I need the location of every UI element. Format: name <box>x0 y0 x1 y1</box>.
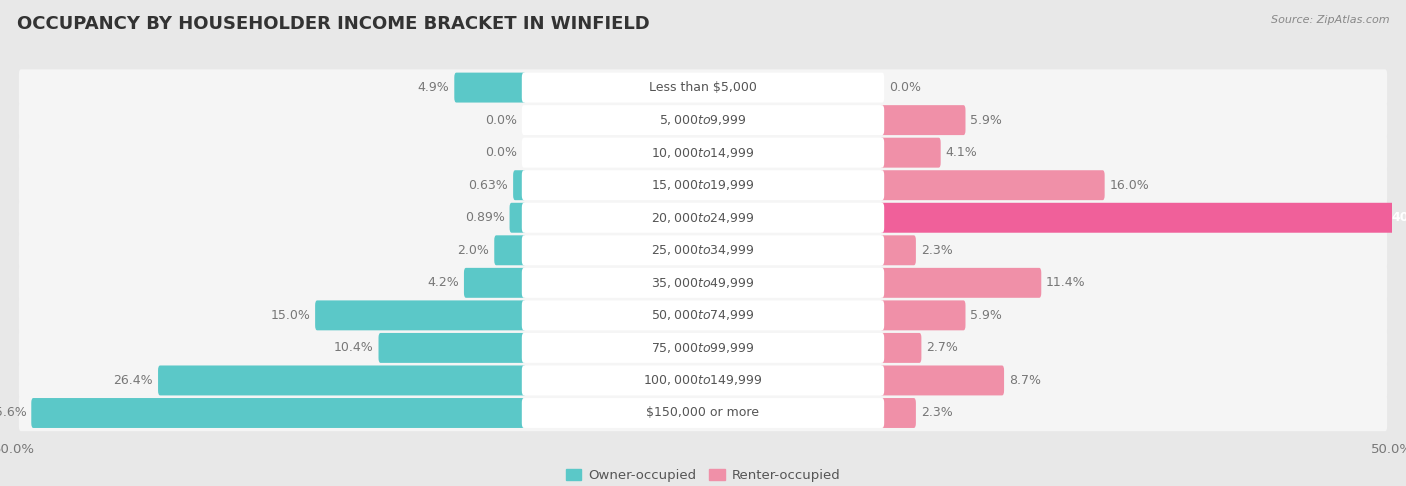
FancyBboxPatch shape <box>18 102 1388 139</box>
FancyBboxPatch shape <box>18 232 1388 268</box>
FancyBboxPatch shape <box>18 297 1388 333</box>
Text: $100,000 to $149,999: $100,000 to $149,999 <box>644 373 762 387</box>
FancyBboxPatch shape <box>880 105 966 135</box>
Text: $10,000 to $14,999: $10,000 to $14,999 <box>651 146 755 160</box>
FancyBboxPatch shape <box>18 362 1388 399</box>
Text: 0.63%: 0.63% <box>468 179 509 191</box>
Text: 0.0%: 0.0% <box>485 146 517 159</box>
FancyBboxPatch shape <box>880 398 915 428</box>
FancyBboxPatch shape <box>522 268 884 298</box>
Text: 4.9%: 4.9% <box>418 81 450 94</box>
Text: 2.3%: 2.3% <box>921 244 952 257</box>
FancyBboxPatch shape <box>880 138 941 168</box>
Text: 5.9%: 5.9% <box>970 114 1002 127</box>
FancyBboxPatch shape <box>31 398 526 428</box>
Text: OCCUPANCY BY HOUSEHOLDER INCOME BRACKET IN WINFIELD: OCCUPANCY BY HOUSEHOLDER INCOME BRACKET … <box>17 15 650 33</box>
Text: $35,000 to $49,999: $35,000 to $49,999 <box>651 276 755 290</box>
Text: $150,000 or more: $150,000 or more <box>647 406 759 419</box>
FancyBboxPatch shape <box>18 69 1388 106</box>
Text: 2.0%: 2.0% <box>457 244 489 257</box>
Text: 26.4%: 26.4% <box>114 374 153 387</box>
Text: 0.0%: 0.0% <box>889 81 921 94</box>
Text: 5.9%: 5.9% <box>970 309 1002 322</box>
Text: $50,000 to $74,999: $50,000 to $74,999 <box>651 309 755 322</box>
FancyBboxPatch shape <box>464 268 526 298</box>
FancyBboxPatch shape <box>522 235 884 265</box>
Text: 2.3%: 2.3% <box>921 406 952 419</box>
Text: $5,000 to $9,999: $5,000 to $9,999 <box>659 113 747 127</box>
Text: Source: ZipAtlas.com: Source: ZipAtlas.com <box>1271 15 1389 25</box>
FancyBboxPatch shape <box>513 170 526 200</box>
FancyBboxPatch shape <box>880 268 1042 298</box>
Text: 10.4%: 10.4% <box>335 341 374 354</box>
FancyBboxPatch shape <box>18 135 1388 171</box>
FancyBboxPatch shape <box>378 333 526 363</box>
FancyBboxPatch shape <box>522 72 884 103</box>
FancyBboxPatch shape <box>495 235 526 265</box>
FancyBboxPatch shape <box>522 105 884 135</box>
FancyBboxPatch shape <box>522 333 884 363</box>
FancyBboxPatch shape <box>880 333 921 363</box>
FancyBboxPatch shape <box>880 203 1406 233</box>
FancyBboxPatch shape <box>880 365 1004 396</box>
Text: $75,000 to $99,999: $75,000 to $99,999 <box>651 341 755 355</box>
FancyBboxPatch shape <box>522 398 884 428</box>
Text: 4.1%: 4.1% <box>945 146 977 159</box>
Legend: Owner-occupied, Renter-occupied: Owner-occupied, Renter-occupied <box>560 463 846 486</box>
Text: $25,000 to $34,999: $25,000 to $34,999 <box>651 243 755 257</box>
FancyBboxPatch shape <box>522 170 884 200</box>
FancyBboxPatch shape <box>880 170 1105 200</box>
Text: 40.6%: 40.6% <box>1392 211 1406 224</box>
Text: 8.7%: 8.7% <box>1010 374 1040 387</box>
Text: 0.89%: 0.89% <box>465 211 505 224</box>
FancyBboxPatch shape <box>522 365 884 396</box>
FancyBboxPatch shape <box>880 235 915 265</box>
FancyBboxPatch shape <box>522 138 884 168</box>
FancyBboxPatch shape <box>18 264 1388 301</box>
Text: $20,000 to $24,999: $20,000 to $24,999 <box>651 211 755 225</box>
Text: $15,000 to $19,999: $15,000 to $19,999 <box>651 178 755 192</box>
Text: 15.0%: 15.0% <box>270 309 311 322</box>
FancyBboxPatch shape <box>18 167 1388 204</box>
FancyBboxPatch shape <box>522 203 884 233</box>
FancyBboxPatch shape <box>18 200 1388 236</box>
Text: 11.4%: 11.4% <box>1046 277 1085 289</box>
FancyBboxPatch shape <box>454 72 526 103</box>
FancyBboxPatch shape <box>18 395 1388 431</box>
Text: 35.6%: 35.6% <box>0 406 27 419</box>
FancyBboxPatch shape <box>315 300 526 330</box>
Text: 16.0%: 16.0% <box>1109 179 1149 191</box>
Text: 4.2%: 4.2% <box>427 277 460 289</box>
Text: Less than $5,000: Less than $5,000 <box>650 81 756 94</box>
FancyBboxPatch shape <box>880 300 966 330</box>
FancyBboxPatch shape <box>157 365 526 396</box>
Text: 0.0%: 0.0% <box>485 114 517 127</box>
FancyBboxPatch shape <box>509 203 526 233</box>
FancyBboxPatch shape <box>18 330 1388 366</box>
Text: 2.7%: 2.7% <box>927 341 957 354</box>
FancyBboxPatch shape <box>522 300 884 330</box>
